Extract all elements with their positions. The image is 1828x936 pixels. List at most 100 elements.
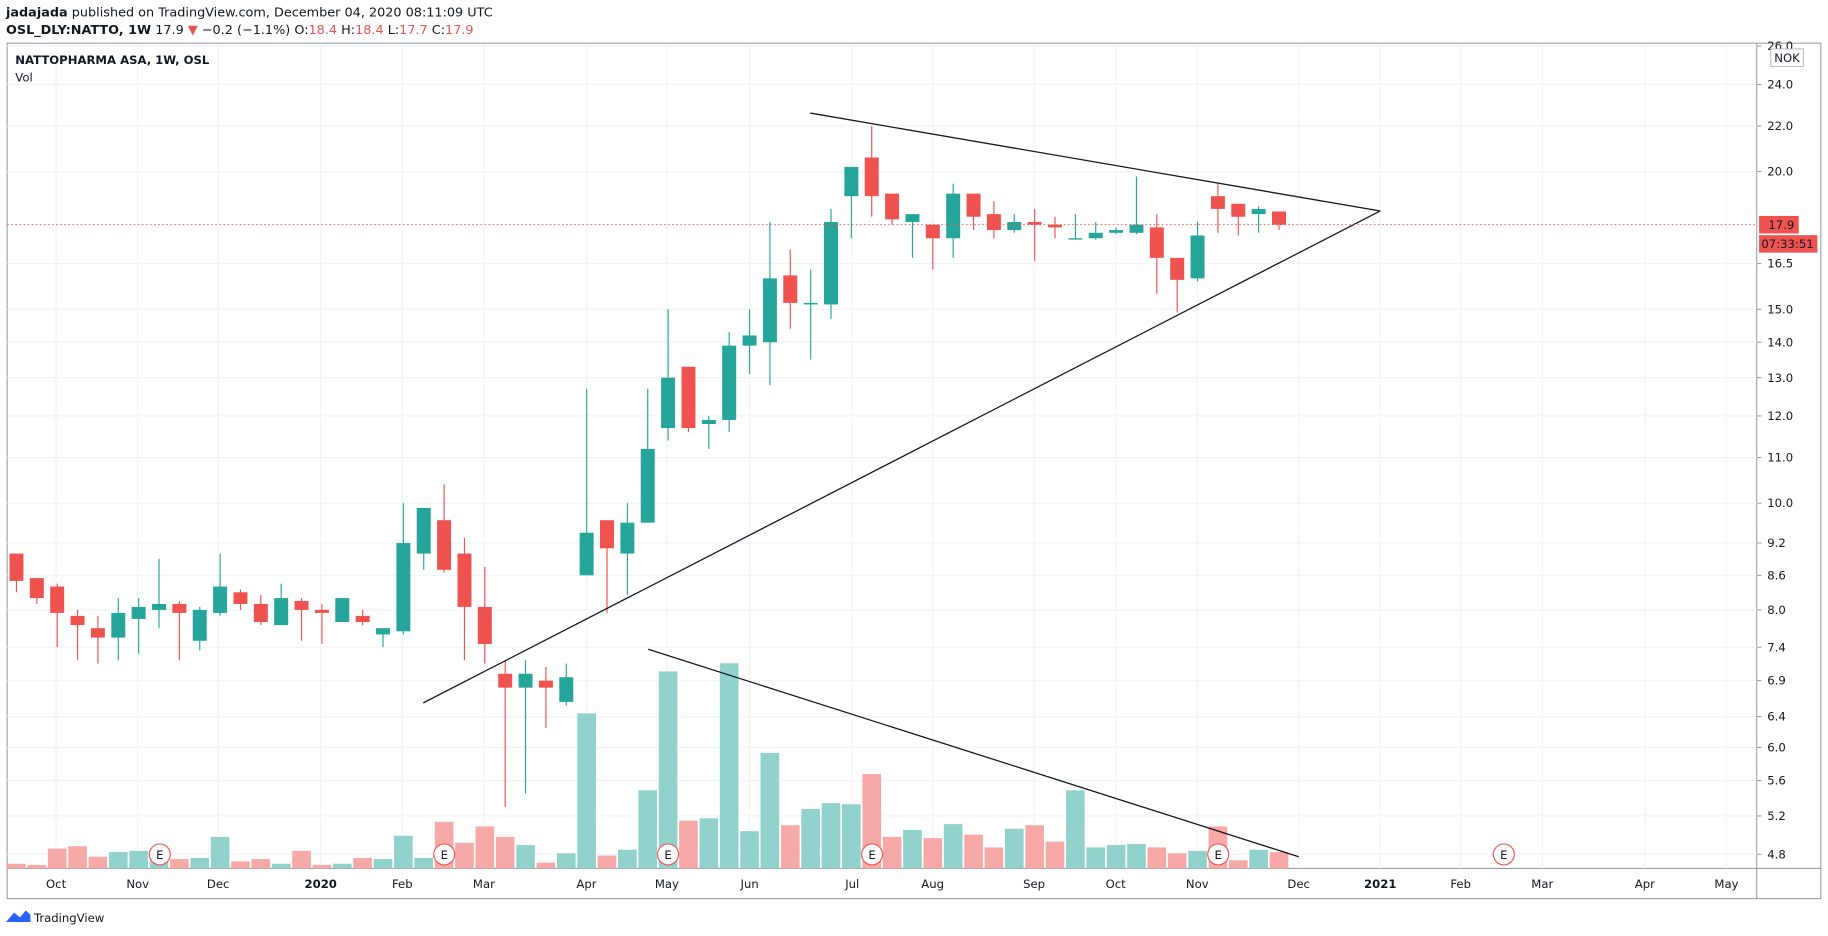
volume-bar (923, 838, 943, 869)
volume-bar (495, 836, 515, 869)
volume-bar (1025, 825, 1044, 869)
earnings-label[interactable]: E (868, 848, 875, 862)
volume-bar (577, 713, 596, 869)
chart-title: NATTOPHARMA ASA, 1W, OSL (15, 53, 210, 67)
candle-body (620, 522, 635, 554)
volume-bar (88, 856, 108, 869)
earnings-marker[interactable] (1492, 843, 1515, 866)
earnings-marker[interactable] (148, 843, 171, 866)
earnings-marker[interactable] (860, 843, 884, 866)
candle-body (233, 592, 248, 604)
earnings-label[interactable]: E (664, 848, 671, 862)
y-tick-label: 15.0 (1767, 302, 1793, 316)
y-tick-label: 8.0 (1767, 603, 1786, 617)
earnings-label[interactable]: E (1215, 848, 1222, 862)
candle-body (355, 615, 370, 623)
candle-body (90, 628, 105, 638)
y-tick-label: 10.0 (1767, 496, 1793, 510)
ohlc-value: 18.4 (355, 23, 384, 38)
candle-body (986, 214, 1001, 231)
volume-bar (251, 859, 271, 869)
volume-bar (170, 859, 189, 869)
candle-body (1068, 238, 1083, 240)
y-tick-label: 5.2 (1767, 809, 1786, 823)
candle-body (376, 628, 391, 635)
candle-body (864, 157, 879, 197)
candle-body (1109, 230, 1124, 233)
volume-bar (1249, 849, 1268, 869)
candle-body (803, 302, 818, 305)
candle-body (131, 606, 146, 619)
currency[interactable]: NOK (1774, 51, 1800, 65)
x-tick-label: Nov (1186, 877, 1209, 891)
volume-bar (984, 847, 1004, 869)
axes: 4.8 5.2 5.6 6.0 6.4 6.9 7.4 8.0 8.6 9.2 10.0 11.0 12… (7, 39, 1818, 891)
volume-bar (1086, 847, 1106, 869)
y-tick-label: 8.6 (1767, 568, 1786, 582)
volume-bar (903, 829, 922, 869)
countdown-box (1759, 235, 1818, 253)
volume-bar (129, 850, 148, 869)
x-tick-label: Mar (1531, 877, 1553, 891)
ohlc-prefix: C: (432, 23, 445, 38)
volume-bar (68, 846, 87, 869)
trend-line (810, 112, 1381, 212)
last-price-box (1759, 215, 1799, 234)
volume-bar (964, 834, 983, 869)
currency-box[interactable] (1770, 48, 1804, 67)
candle-body (437, 520, 452, 570)
y-tick-label: 13.0 (1767, 371, 1793, 385)
volume-bar (597, 855, 617, 869)
change: −0.2 (−1.1%) (202, 23, 290, 38)
candle-body (701, 419, 716, 424)
chart-frame (6, 42, 1822, 900)
y-tick-label: 9.2 (1767, 536, 1786, 550)
volume-bar (455, 842, 474, 869)
candle-body (1210, 196, 1225, 209)
volume-bar (536, 862, 556, 869)
x-tick-label: Oct (46, 877, 67, 891)
x-tick-label: May (655, 877, 679, 891)
ohlc-value: 17.7 (399, 23, 428, 38)
y-tick-label: 6.0 (1767, 741, 1786, 755)
volume-bar (1106, 845, 1126, 869)
last-price-label: 17.9 (1768, 218, 1794, 232)
author: jadajada (5, 5, 68, 20)
earnings-marker[interactable] (1207, 843, 1230, 866)
candle-body (274, 598, 289, 626)
volume-bar (1228, 860, 1248, 869)
direction: ▼ (188, 23, 198, 38)
candle-body (477, 606, 492, 644)
volume-bar (7, 863, 26, 869)
earnings-label[interactable]: E (1500, 848, 1507, 862)
x-tick-label: 2020 (304, 877, 336, 891)
candle-body (213, 586, 228, 613)
candle-body (640, 448, 655, 523)
x-tick-label: May (1714, 877, 1738, 891)
volume-bar (516, 845, 535, 869)
ohlc-value: 17.9 (445, 23, 474, 38)
symbol-line: OSL_DLY:NATTO, 1W 17.9 ▼ −0.2 (−1.1%) O:… (6, 23, 474, 38)
x-tick-label: Dec (1287, 877, 1310, 891)
trend-line (648, 648, 1299, 858)
earnings-marker[interactable] (656, 843, 680, 866)
volume-bar (679, 820, 698, 869)
volume-bar (638, 790, 658, 869)
volume-bar (1147, 847, 1167, 869)
candle-body (783, 275, 798, 303)
y-tick-label: 4.8 (1767, 847, 1786, 861)
y-tick-label: 12.0 (1767, 409, 1793, 423)
earnings-label[interactable]: E (156, 848, 163, 862)
candle-body (1251, 208, 1266, 215)
candle-body (559, 677, 574, 702)
trend-line (422, 210, 1381, 704)
volume-bar (414, 857, 434, 869)
candle-body (50, 586, 65, 613)
earnings-label[interactable]: E (441, 848, 448, 862)
x-tick-label: Jul (844, 877, 859, 891)
candle-body (253, 603, 268, 623)
x-tick-label: Apr (576, 877, 596, 891)
candle-body (966, 193, 981, 217)
earnings-marker[interactable] (433, 843, 456, 866)
